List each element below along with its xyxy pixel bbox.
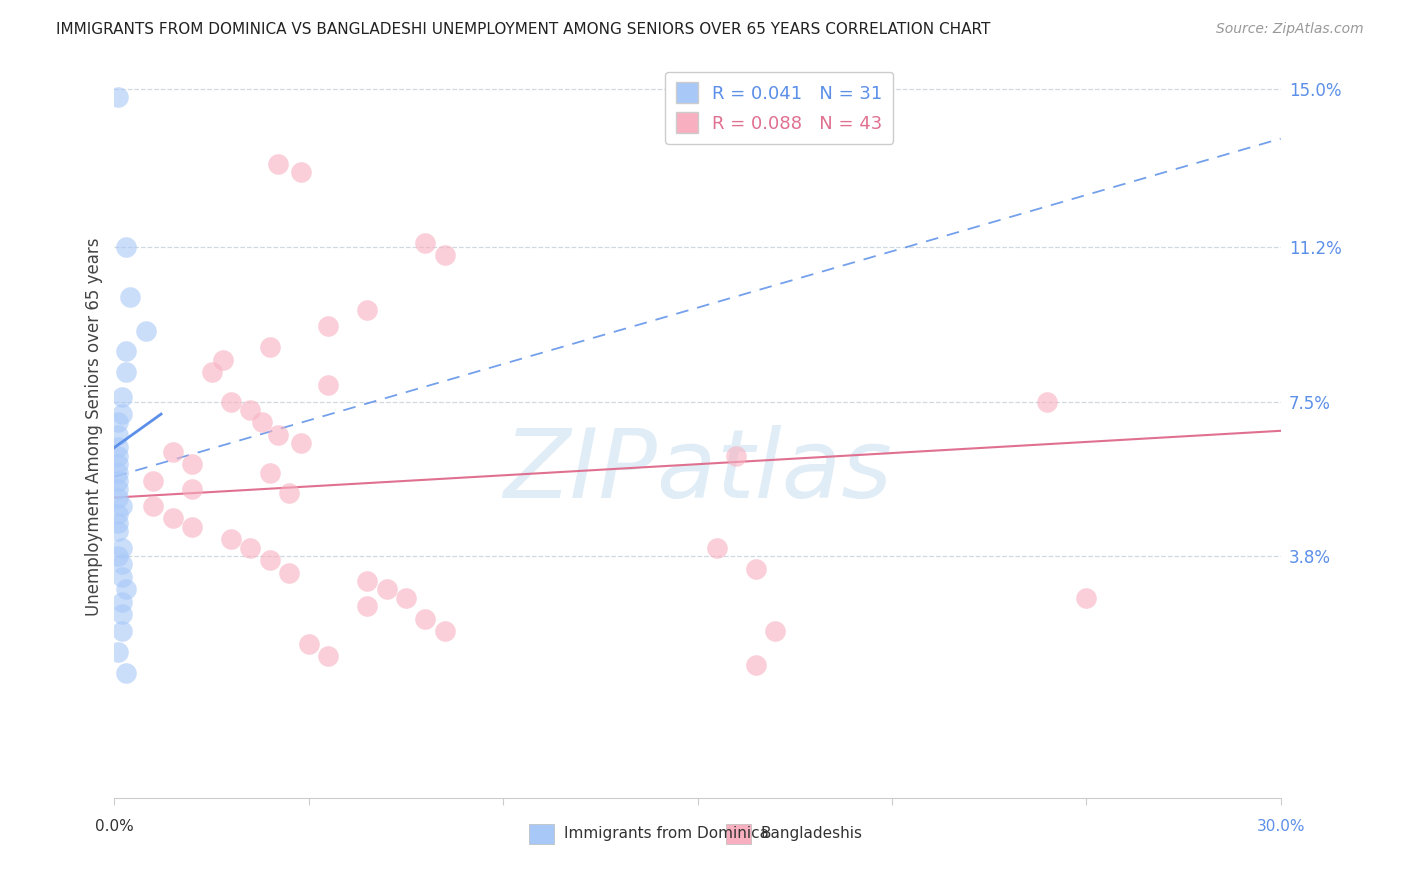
Point xyxy=(107,466,129,480)
Point xyxy=(162,511,184,525)
Point xyxy=(259,340,281,354)
Point xyxy=(107,416,129,430)
Point xyxy=(115,665,138,680)
Point xyxy=(278,566,301,580)
Point xyxy=(763,624,786,639)
Point xyxy=(356,302,378,317)
Point xyxy=(290,165,312,179)
Point xyxy=(316,319,339,334)
Point xyxy=(107,474,129,488)
Point xyxy=(181,520,204,534)
Y-axis label: Unemployment Among Seniors over 65 years: Unemployment Among Seniors over 65 years xyxy=(86,237,103,615)
Text: IMMIGRANTS FROM DOMINICA VS BANGLADESHI UNEMPLOYMENT AMONG SENIORS OVER 65 YEARS: IMMIGRANTS FROM DOMINICA VS BANGLADESHI … xyxy=(56,22,991,37)
Text: Bangladeshis: Bangladeshis xyxy=(761,826,863,841)
Point xyxy=(142,474,165,488)
Point xyxy=(107,482,129,496)
Point xyxy=(1036,394,1059,409)
Text: Source: ZipAtlas.com: Source: ZipAtlas.com xyxy=(1216,22,1364,37)
Point xyxy=(115,344,138,359)
Point xyxy=(1076,591,1098,605)
Point xyxy=(316,377,339,392)
Point xyxy=(115,582,138,597)
Point xyxy=(415,235,437,250)
Text: 30.0%: 30.0% xyxy=(1257,819,1305,834)
Point xyxy=(375,582,398,597)
Point xyxy=(239,541,262,555)
Text: ZIPatlas: ZIPatlas xyxy=(503,425,891,517)
Point xyxy=(290,436,312,450)
Point xyxy=(356,574,378,588)
Point xyxy=(111,499,134,513)
Point xyxy=(142,499,165,513)
Point xyxy=(433,624,456,639)
Point xyxy=(107,457,129,471)
Point xyxy=(278,486,301,500)
Point xyxy=(415,612,437,626)
Point xyxy=(115,365,138,379)
Point xyxy=(239,403,262,417)
Text: 0.0%: 0.0% xyxy=(96,819,134,834)
Point xyxy=(107,524,129,538)
Point xyxy=(259,553,281,567)
Point xyxy=(111,595,134,609)
Point xyxy=(706,541,728,555)
Point xyxy=(111,407,134,421)
Point xyxy=(219,533,242,547)
Point xyxy=(181,482,204,496)
Point xyxy=(107,449,129,463)
Point xyxy=(181,457,204,471)
Point xyxy=(250,416,273,430)
Point xyxy=(107,428,129,442)
Point xyxy=(162,444,184,458)
Point xyxy=(107,645,129,659)
Point xyxy=(725,449,748,463)
Point xyxy=(219,394,242,409)
Point xyxy=(111,391,134,405)
Point xyxy=(107,516,129,530)
Legend: R = 0.041   N = 31, R = 0.088   N = 43: R = 0.041 N = 31, R = 0.088 N = 43 xyxy=(665,71,893,144)
Point xyxy=(107,549,129,563)
Point xyxy=(356,599,378,613)
Point xyxy=(134,324,156,338)
Point xyxy=(118,290,141,304)
Point xyxy=(267,428,290,442)
Point xyxy=(111,541,134,555)
Point xyxy=(298,637,321,651)
Point xyxy=(745,657,768,672)
Point xyxy=(433,248,456,262)
Point xyxy=(111,570,134,584)
Point xyxy=(111,558,134,572)
Point xyxy=(107,491,129,505)
Point xyxy=(267,156,290,170)
Point xyxy=(111,607,134,622)
Point xyxy=(115,240,138,254)
Point xyxy=(745,561,768,575)
Point xyxy=(212,352,235,367)
Point xyxy=(111,624,134,639)
Point xyxy=(316,649,339,664)
Point xyxy=(107,508,129,522)
Point xyxy=(259,466,281,480)
Point xyxy=(107,90,129,104)
Point xyxy=(107,441,129,455)
Point xyxy=(395,591,418,605)
Point xyxy=(200,365,222,379)
Text: Immigrants from Dominica: Immigrants from Dominica xyxy=(564,826,769,841)
